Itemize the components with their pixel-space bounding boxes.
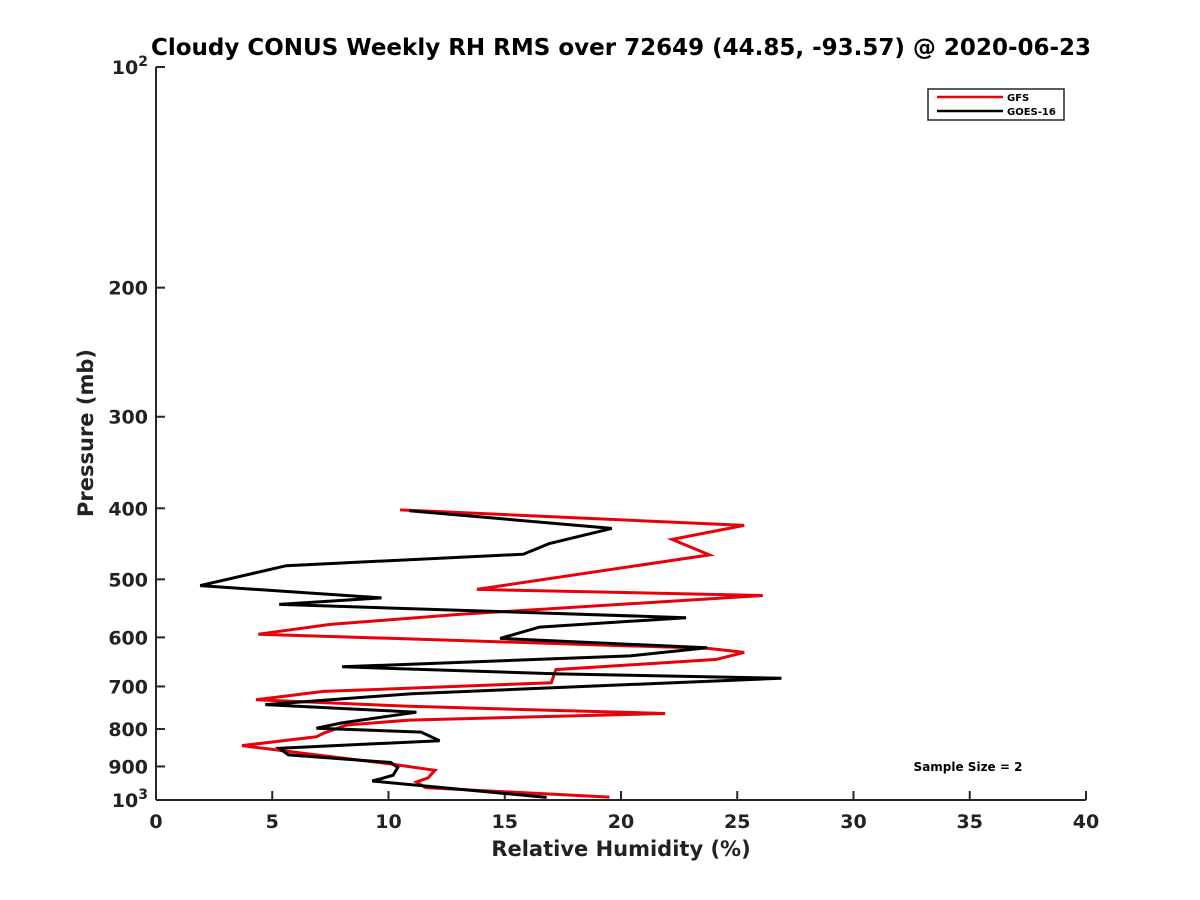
x-tick-label: 40 xyxy=(1073,811,1099,833)
plot-area xyxy=(155,67,1086,801)
x-axis-label: Relative Humidity (%) xyxy=(491,837,750,861)
x-axis-ticks: 0 5 10 15 20 25 30 35 40 xyxy=(149,791,1099,833)
legend: GFS GOES-16 xyxy=(927,88,1065,121)
y-tick-label: 900 xyxy=(108,756,148,778)
y-axis-ticks: 102 200 300 400 500 600 700 800 900 103 xyxy=(108,54,165,812)
x-tick-label: 10 xyxy=(375,811,401,833)
y-tick-label: 103 xyxy=(112,787,148,812)
y-tick-label: 102 xyxy=(112,54,148,79)
series-line-gfs xyxy=(241,508,763,799)
y-axis-label: Pressure (mb) xyxy=(74,349,98,517)
x-tick-label: 5 xyxy=(266,811,279,833)
x-tick-label: 30 xyxy=(840,811,866,833)
x-tick-label: 15 xyxy=(492,811,518,833)
legend-entry: GOES-16 xyxy=(1007,107,1056,118)
y-tick-label: 600 xyxy=(108,627,148,649)
y-tick-label: 700 xyxy=(108,676,148,698)
y-tick-label: 800 xyxy=(108,719,148,741)
x-tick-label: 35 xyxy=(957,811,983,833)
x-tick-label: 20 xyxy=(608,811,634,833)
legend-entry: GFS xyxy=(1007,93,1029,104)
series-line-goes-16 xyxy=(199,509,782,799)
y-tick-label: 400 xyxy=(108,498,148,520)
legend-box xyxy=(927,88,1065,121)
x-tick-label: 0 xyxy=(149,811,162,833)
series-lines xyxy=(199,508,782,799)
y-tick-label: 200 xyxy=(108,278,148,300)
y-tick-label: 500 xyxy=(108,569,148,591)
y-tick-label: 300 xyxy=(108,407,148,429)
chart-title: Cloudy CONUS Weekly RH RMS over 72649 (4… xyxy=(151,35,1091,61)
sample-size-annotation: Sample Size = 2 xyxy=(914,760,1023,774)
x-tick-label: 25 xyxy=(724,811,750,833)
